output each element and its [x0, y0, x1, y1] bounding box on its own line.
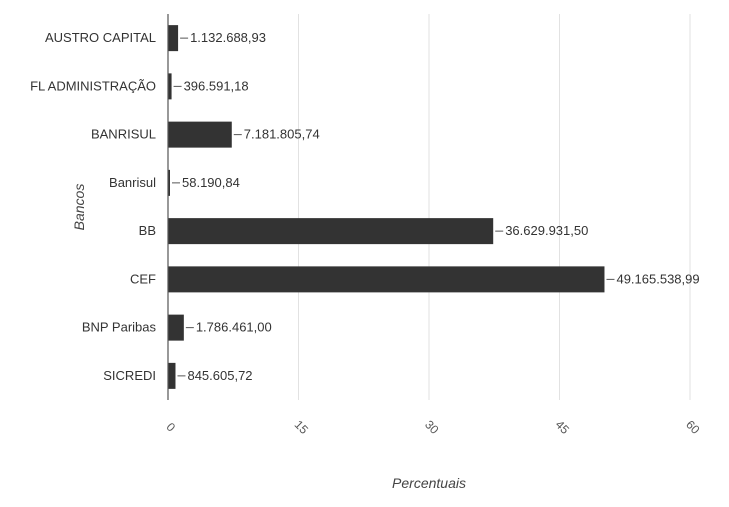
category-label: SICREDI: [103, 368, 156, 383]
bar: [168, 25, 179, 52]
category-label: BNP Paribas: [82, 320, 157, 335]
category-label: BANRISUL: [91, 127, 156, 142]
data-label: 49.165.538,99: [616, 271, 699, 286]
data-label: 845.605,72: [187, 368, 252, 383]
bar: [168, 266, 605, 293]
category-label: FL ADMINISTRAÇÃO: [30, 78, 156, 93]
bar: [168, 73, 172, 100]
grid-layer: [298, 14, 691, 400]
category-label: BB: [139, 223, 156, 238]
ticks-layer: 0 15 30 45 60: [164, 417, 703, 437]
x-tick-label: 45: [553, 417, 573, 437]
bar: [168, 121, 232, 148]
y-axis-title: Bancos: [71, 184, 87, 231]
category-label: AUSTRO CAPITAL: [45, 30, 156, 45]
bar: [168, 169, 170, 196]
data-label: 1.786.461,00: [196, 320, 272, 335]
data-label: 58.190,84: [182, 175, 240, 190]
bars-layer: [168, 25, 605, 389]
data-label: 7.181.805,74: [244, 127, 320, 142]
data-label: 396.591,18: [184, 78, 249, 93]
data-label: 1.132.688,93: [190, 30, 266, 45]
labels-layer: AUSTRO CAPITAL 1.132.688,93 FL ADMINISTRAÇ…: [30, 30, 700, 383]
x-axis-title: Percentuais: [392, 475, 466, 491]
bar: [168, 362, 176, 389]
bar: [168, 314, 184, 341]
x-tick-label: 60: [683, 417, 703, 437]
category-label: CEF: [130, 271, 156, 286]
bar: [168, 218, 494, 245]
x-tick-label: 30: [422, 417, 442, 437]
category-label: Banrisul: [109, 175, 156, 190]
x-tick-label: 0: [164, 420, 179, 435]
data-label: 36.629.931,50: [505, 223, 588, 238]
x-tick-label: 15: [292, 417, 312, 437]
